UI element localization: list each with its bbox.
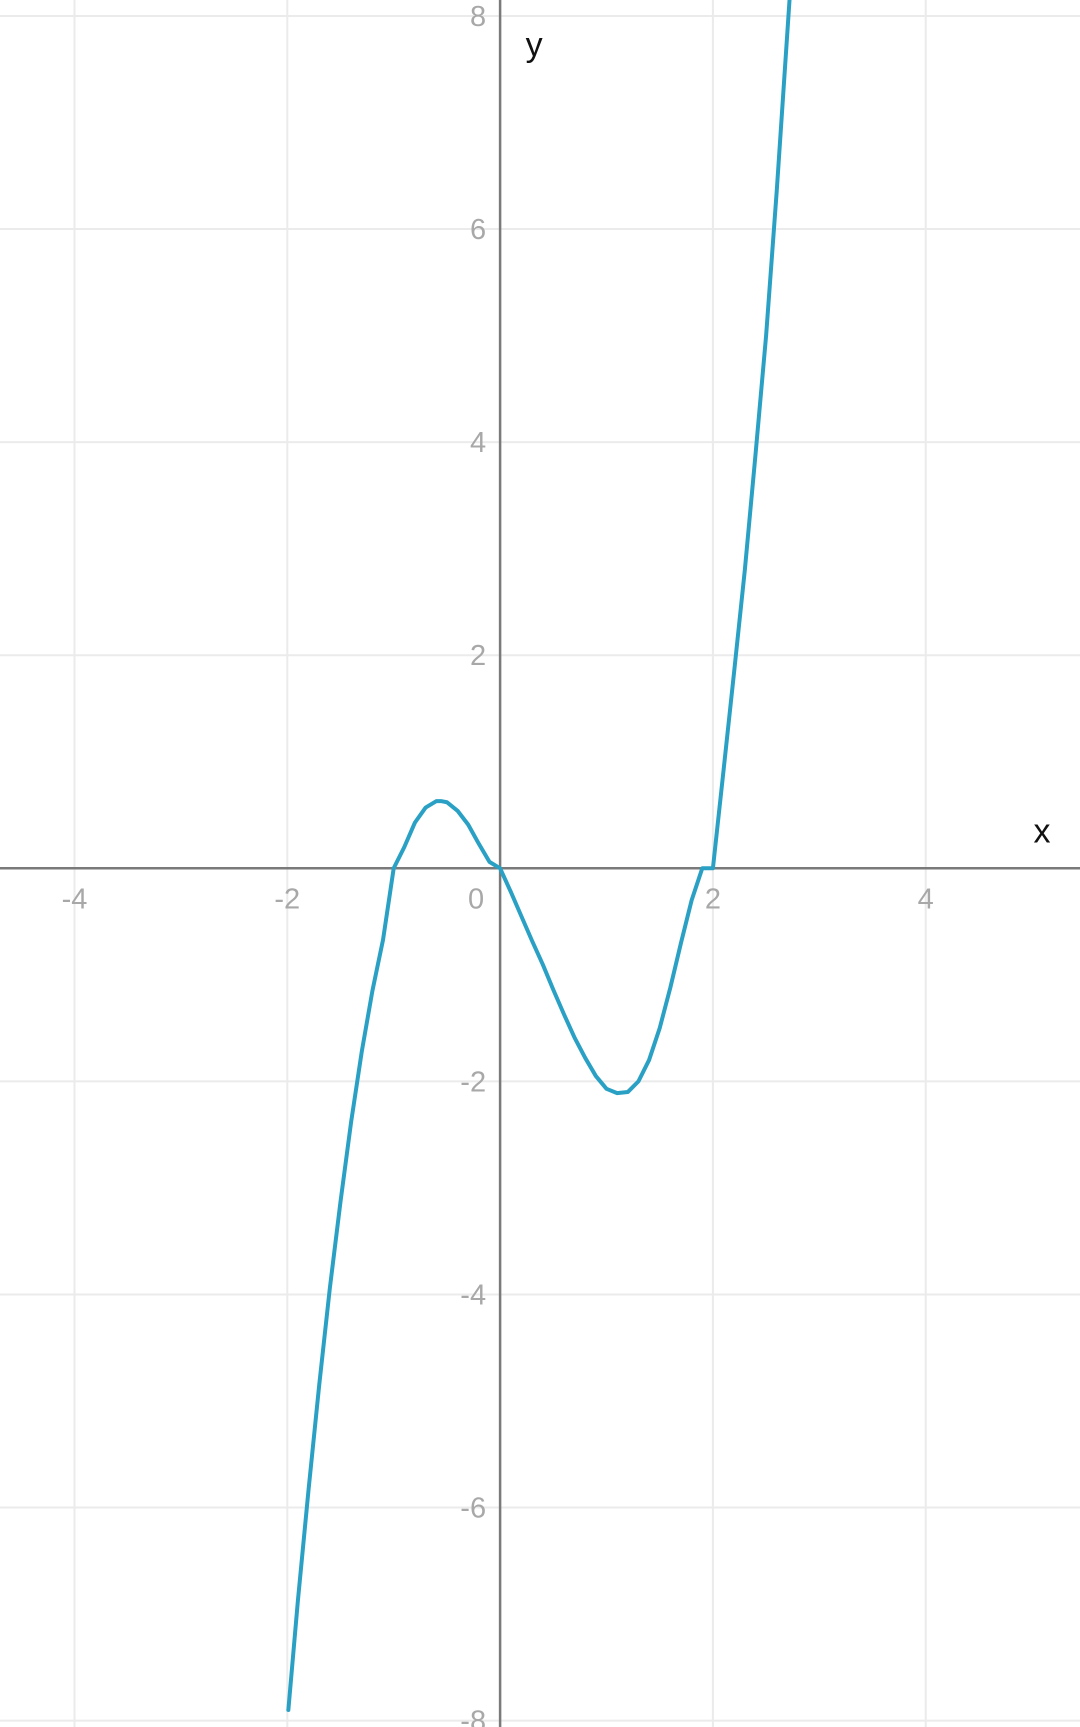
y-tick-label: 6 bbox=[470, 214, 486, 246]
y-axis-label: y bbox=[526, 26, 543, 64]
tick-labels: -4 -2 0 2 4 -8 -6 -4 -2 2 4 6 8 bbox=[62, 1, 934, 1727]
y-tick-label: -2 bbox=[460, 1066, 486, 1098]
x-tick-label: 2 bbox=[705, 883, 721, 915]
y-tick-label: 2 bbox=[470, 640, 486, 672]
x-tick-label: 4 bbox=[918, 883, 934, 915]
y-tick-label: -8 bbox=[460, 1706, 486, 1727]
y-tick-label: -4 bbox=[460, 1279, 486, 1311]
y-tick-label: 8 bbox=[470, 1, 486, 33]
y-tick-label: -6 bbox=[460, 1493, 486, 1525]
series-group bbox=[286, 0, 792, 1712]
y-tick-label: 4 bbox=[470, 427, 486, 459]
x-tick-label: -2 bbox=[274, 883, 300, 915]
x-tick-label: -4 bbox=[62, 883, 88, 915]
series-line-1 bbox=[286, 0, 792, 1712]
x-tick-label: 0 bbox=[468, 883, 484, 915]
x-axis-label: x bbox=[1034, 812, 1051, 850]
